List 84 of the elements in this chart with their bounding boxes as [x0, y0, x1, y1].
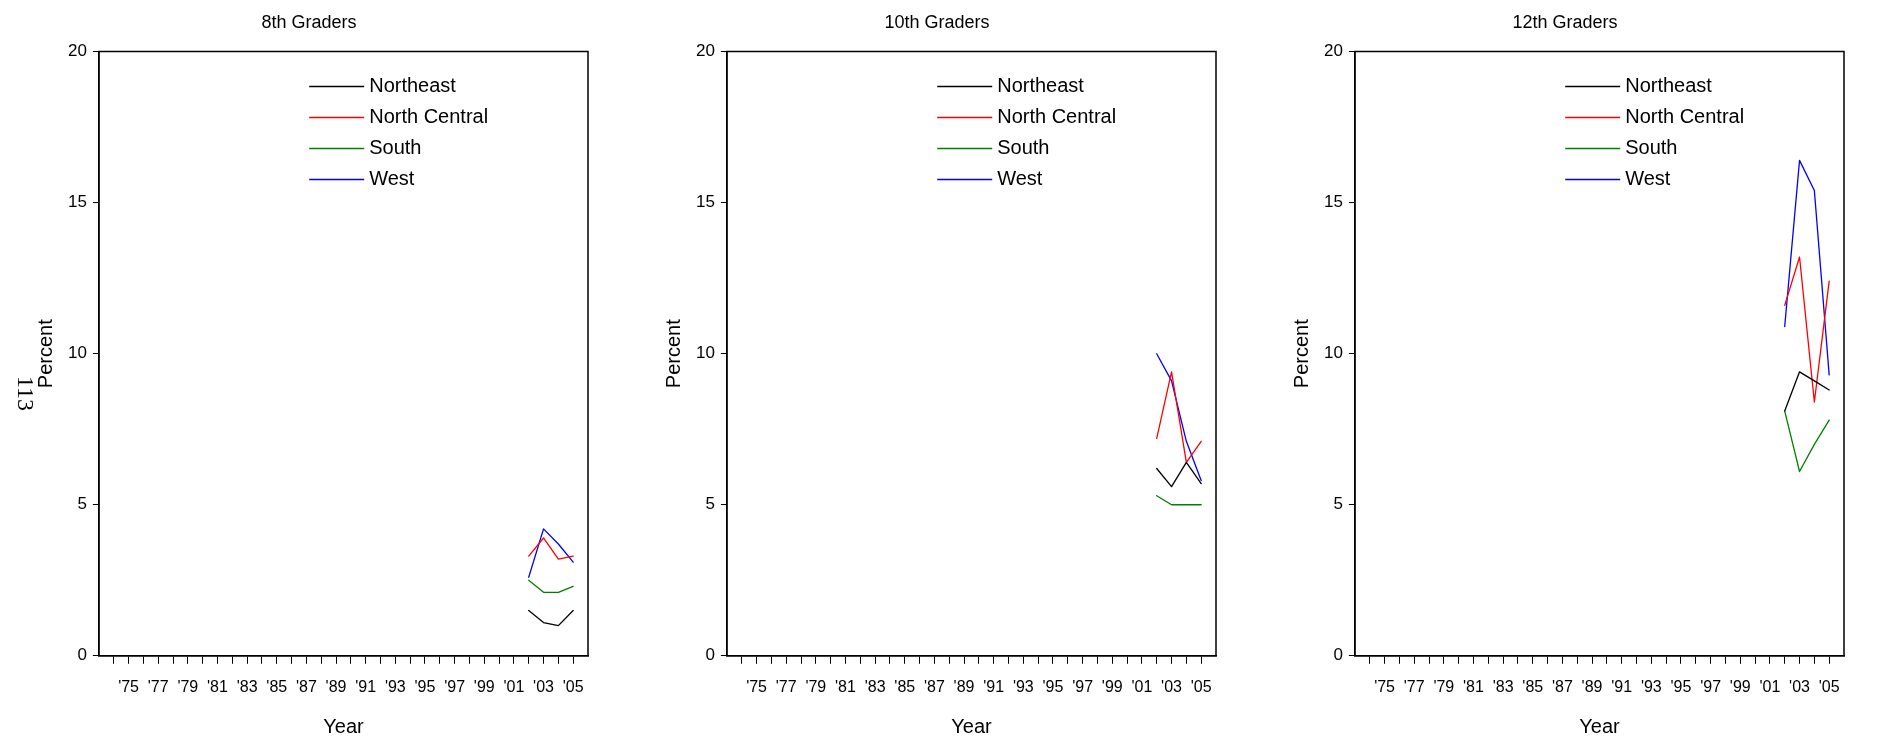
y-tick-label: 5 [77, 494, 87, 514]
y-tick-label: 5 [705, 494, 715, 514]
x-tick-label: '05 [1190, 677, 1212, 695]
x-tick-label: '01 [503, 677, 525, 695]
y-tick-label: 5 [1333, 494, 1343, 514]
x-tick-label: '95 [414, 677, 436, 695]
x-tick-label: '83 [236, 677, 258, 695]
legend-label: North Central [997, 105, 1117, 128]
y-tick-label: 15 [67, 192, 87, 212]
y-tick-label: 0 [705, 645, 715, 665]
chart-title: 10th Graders [884, 11, 990, 32]
x-tick-label: '77 [775, 677, 797, 695]
x-tick-label: '99 [473, 677, 495, 695]
x-tick-label: '83 [1492, 677, 1514, 695]
x-tick-label: '81 [835, 677, 856, 695]
x-tick-label: '99 [1101, 677, 1123, 695]
legend-label: South [1625, 136, 1678, 159]
y-axis-title: Percent [1289, 318, 1312, 389]
x-tick-label: '81 [207, 677, 228, 695]
y-tick-label: 15 [695, 192, 715, 212]
y-tick-label: 0 [77, 645, 87, 665]
y-tick-label: 20 [67, 41, 87, 61]
y-tick-label: 0 [1333, 645, 1343, 665]
x-tick-label: '75 [118, 677, 140, 695]
x-axis-title: Year [323, 714, 364, 737]
x-tick-label: '91 [1611, 677, 1633, 695]
x-tick-label: '77 [1403, 677, 1425, 695]
x-tick-label: '83 [864, 677, 886, 695]
x-axis-title: Year [1579, 714, 1620, 737]
x-tick-label: '81 [1463, 677, 1484, 695]
x-tick-label: '97 [444, 677, 466, 695]
x-tick-label: '89 [1581, 677, 1603, 695]
legend-label: Northeast [1625, 74, 1713, 97]
x-tick-label: '79 [177, 677, 199, 695]
y-tick-label: 10 [695, 343, 715, 363]
y-tick-label: 15 [1323, 192, 1343, 212]
x-tick-label: '97 [1072, 677, 1094, 695]
y-axis-title: Percent [33, 318, 56, 389]
x-tick-label: '87 [1551, 677, 1573, 695]
x-tick-label: '77 [147, 677, 169, 695]
legend-label: North Central [369, 105, 489, 128]
x-tick-label: '03 [533, 677, 555, 695]
x-tick-label: '95 [1670, 677, 1692, 695]
x-tick-label: '99 [1729, 677, 1751, 695]
x-tick-label: '93 [1012, 677, 1034, 695]
x-tick-label: '89 [953, 677, 975, 695]
x-tick-label: '89 [325, 677, 347, 695]
legend-label: Northeast [997, 74, 1085, 97]
x-tick-label: '95 [1042, 677, 1064, 695]
x-tick-label: '79 [1433, 677, 1455, 695]
x-tick-label: '05 [562, 677, 584, 695]
x-tick-label: '05 [1818, 677, 1840, 695]
x-tick-label: '75 [1374, 677, 1396, 695]
legend-label: West [997, 167, 1043, 190]
x-tick-label: '97 [1700, 677, 1722, 695]
legend-label: West [369, 167, 415, 190]
legend-label: South [997, 136, 1050, 159]
x-tick-label: '87 [923, 677, 945, 695]
x-tick-label: '03 [1789, 677, 1811, 695]
chart-title: 8th Graders [261, 11, 357, 32]
x-tick-label: '01 [1131, 677, 1153, 695]
y-tick-label: 10 [67, 343, 87, 363]
x-tick-label: '91 [355, 677, 377, 695]
x-tick-label: '87 [295, 677, 317, 695]
y-tick-label: 20 [695, 41, 715, 61]
x-axis-title: Year [951, 714, 992, 737]
x-tick-label: '85 [894, 677, 916, 695]
legend-label: South [369, 136, 422, 159]
x-tick-label: '93 [1640, 677, 1662, 695]
legend-label: Northeast [369, 74, 457, 97]
chart-title: 12th Graders [1512, 11, 1618, 32]
legend-label: West [1625, 167, 1671, 190]
y-tick-label: 10 [1323, 343, 1343, 363]
legend-label: North Central [1625, 105, 1745, 128]
x-tick-label: '85 [266, 677, 288, 695]
x-tick-label: '03 [1161, 677, 1183, 695]
y-axis-title: Percent [661, 318, 684, 389]
y-tick-label: 20 [1323, 41, 1343, 61]
x-tick-label: '93 [384, 677, 406, 695]
x-tick-label: '75 [746, 677, 768, 695]
x-tick-label: '85 [1522, 677, 1544, 695]
x-tick-label: '79 [805, 677, 827, 695]
x-tick-label: '01 [1759, 677, 1781, 695]
x-tick-label: '91 [983, 677, 1005, 695]
